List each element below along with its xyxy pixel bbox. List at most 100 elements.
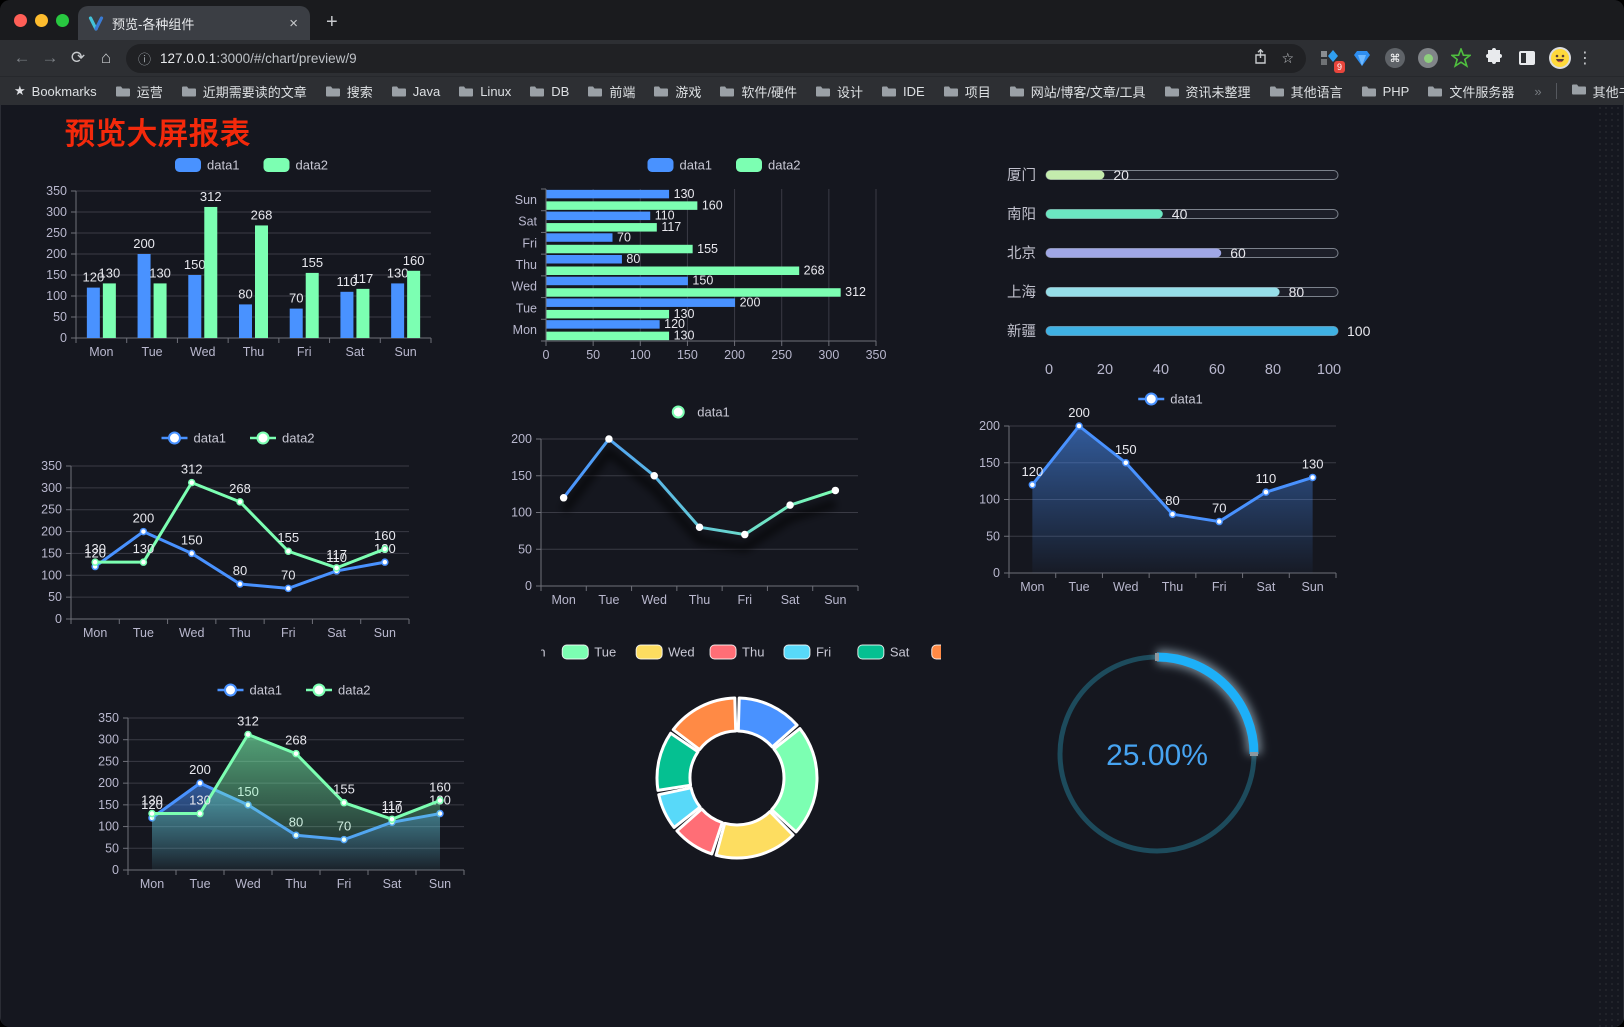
svg-text:data1: data1 bbox=[250, 683, 283, 698]
bookmark-item[interactable]: 文件服务器 bbox=[1427, 82, 1514, 101]
chart-donut[interactable]: Mon Tue Wed Thu Fri Sat Sun bbox=[487, 636, 987, 886]
svg-text:150: 150 bbox=[98, 798, 119, 812]
bookmark-item[interactable]: Linux bbox=[458, 84, 511, 99]
close-window-button[interactable] bbox=[14, 14, 27, 27]
pie-slice-Mon[interactable] bbox=[736, 696, 799, 749]
browser-tab[interactable]: 预览-各种组件 × bbox=[78, 6, 310, 40]
svg-text:120: 120 bbox=[84, 546, 106, 561]
bookmark-item[interactable]: Java bbox=[391, 84, 440, 99]
legend-item[interactable]: Fri bbox=[783, 644, 831, 660]
other-bookmarks[interactable]: 其他书签 bbox=[1571, 82, 1624, 101]
bookmark-item[interactable]: 软件/硬件 bbox=[719, 82, 797, 101]
back-button[interactable]: ← bbox=[13, 48, 31, 67]
bookmark-item[interactable]: 设计 bbox=[815, 82, 863, 101]
bookmark-item[interactable]: 前端 bbox=[587, 82, 635, 101]
legend-item[interactable]: data2 bbox=[250, 431, 315, 446]
hbar-data1 bbox=[546, 298, 736, 307]
svg-text:200: 200 bbox=[41, 525, 62, 539]
legend-item[interactable]: data1 bbox=[175, 158, 240, 173]
green-star-extension-icon[interactable] bbox=[1450, 47, 1472, 69]
command-extension-icon[interactable]: ⌘ bbox=[1384, 47, 1406, 69]
legend-item[interactable]: Wed bbox=[635, 644, 695, 660]
new-tab-button[interactable]: + bbox=[326, 11, 338, 33]
bookmark-item[interactable]: 其他语言 bbox=[1269, 82, 1343, 101]
zoom-window-button[interactable] bbox=[56, 14, 69, 27]
svg-text:130: 130 bbox=[84, 541, 106, 556]
folder-icon bbox=[1571, 83, 1587, 99]
chart-canvas: 0 50 100 150 200 Mon Tue Wed Thu Fri Sat Sun data1 bbox=[511, 405, 859, 607]
chart-gradient-line[interactable]: 0 50 100 150 200 Mon Tue Wed Thu Fri Sat Sun data1 bbox=[506, 401, 896, 613]
bookmark-item[interactable]: 项目 bbox=[943, 82, 991, 101]
svg-text:100: 100 bbox=[1347, 323, 1371, 339]
pie-slice-Tue[interactable] bbox=[770, 727, 819, 834]
extension-blocker-icon[interactable]: 9 bbox=[1318, 47, 1345, 73]
legend-item[interactable]: data2 bbox=[306, 683, 371, 698]
bookmark-item[interactable]: 资讯未整理 bbox=[1164, 82, 1251, 101]
record-extension-icon[interactable] bbox=[1417, 47, 1439, 69]
gem-extension-icon[interactable] bbox=[1351, 47, 1373, 69]
svg-text:data1: data1 bbox=[697, 405, 730, 420]
bookmark-item[interactable]: IDE bbox=[881, 84, 925, 99]
chart-gauge[interactable]: 25.00% bbox=[1041, 641, 1281, 871]
bookmarks-root[interactable]: ★ Bookmarks bbox=[14, 83, 97, 99]
bookmark-item[interactable]: 网站/博客/文章/工具 bbox=[1009, 82, 1146, 101]
address-bar[interactable]: ⓘ 127.0.0.1 :3000/#/chart/preview/9 ☆ bbox=[126, 43, 1306, 73]
chart-area-multi[interactable]: 0 50 100 150 200 250 300 350 Mon Tue Wed Thu Fri Sat S… bbox=[96, 676, 496, 891]
site-info-icon[interactable]: ⓘ bbox=[138, 51, 152, 67]
home-button[interactable]: ⌂ bbox=[100, 48, 112, 67]
bookmarks-overflow-icon[interactable]: » bbox=[1534, 83, 1542, 99]
share-icon[interactable] bbox=[1254, 48, 1267, 67]
bookmark-item[interactable]: 运营 bbox=[115, 82, 163, 101]
legend-item[interactable]: data2 bbox=[736, 158, 801, 173]
reload-button[interactable]: ⟳ bbox=[70, 48, 86, 67]
svg-text:100: 100 bbox=[979, 493, 1000, 507]
url-path: :3000/#/chart/preview/9 bbox=[216, 50, 357, 66]
pie-slice-Thu[interactable] bbox=[675, 807, 724, 856]
bar-data1 bbox=[188, 275, 202, 338]
chart-horizontal-bar[interactable]: 0 50 100 150 200 250 300 350 Mon 120 130 Tue 200 130 W… bbox=[501, 151, 901, 366]
pie-slice-Sun[interactable] bbox=[671, 696, 738, 752]
svg-text:Tue: Tue bbox=[516, 301, 537, 315]
legend-item[interactable]: data1 bbox=[1138, 392, 1203, 407]
bookmark-star-icon[interactable]: ☆ bbox=[1281, 49, 1294, 66]
browser-menu-icon[interactable]: ⋮ bbox=[1577, 50, 1594, 67]
bookmark-item[interactable]: 游戏 bbox=[653, 82, 701, 101]
minimize-window-button[interactable] bbox=[35, 14, 48, 27]
bookmark-item[interactable]: PHP bbox=[1361, 84, 1409, 99]
legend-item[interactable]: data2 bbox=[263, 158, 329, 173]
legend-item[interactable]: Sun bbox=[931, 644, 987, 660]
chart-progress-bars[interactable]: 厦门 20 南阳 40 北京 60 上海 80 新疆 100 0 20 40 60 80 100 bbox=[961, 151, 1381, 391]
svg-text:300: 300 bbox=[41, 481, 62, 495]
progress-fill bbox=[1046, 209, 1163, 219]
chart-grouped-bar[interactable]: 0 50 100 150 200 250 300 350 Mon Tue Wed Thu Fri Sat S… bbox=[41, 151, 441, 366]
pie-slice-Sat[interactable] bbox=[655, 731, 700, 792]
svg-text:data2: data2 bbox=[296, 158, 329, 173]
legend-item[interactable]: Thu bbox=[709, 644, 764, 660]
bookmark-item[interactable]: DB bbox=[529, 84, 569, 99]
side-panel-icon[interactable] bbox=[1516, 47, 1538, 69]
legend-item[interactable]: data1 bbox=[647, 158, 713, 173]
svg-text:Thu: Thu bbox=[742, 645, 764, 660]
svg-text:Sun: Sun bbox=[429, 877, 451, 891]
chart-area-single[interactable]: 0 50 100 150 200 Mon Tue Wed Thu Fri Sat Sun 120 200 1… bbox=[976, 389, 1376, 601]
legend-item[interactable]: Sat bbox=[857, 644, 910, 660]
bar-data1 bbox=[289, 308, 303, 338]
legend-item[interactable]: data1 bbox=[217, 683, 283, 698]
svg-text:25.00%: 25.00% bbox=[1106, 739, 1208, 772]
legend-item[interactable]: Mon bbox=[487, 644, 546, 660]
chart-multi-line[interactable]: 0 50 100 150 200 250 300 350 Mon Tue Wed Thu Fri Sat S… bbox=[41, 426, 441, 641]
bookmark-item[interactable]: 搜索 bbox=[325, 82, 373, 101]
forward-button[interactable]: → bbox=[41, 48, 59, 67]
progress-fill bbox=[1046, 287, 1280, 297]
chart-canvas: 0 50 100 150 200 250 300 350 Mon Tue Wed Thu Fri Sat S… bbox=[46, 158, 432, 359]
legend-item[interactable]: Tue bbox=[561, 644, 616, 660]
bookmark-item[interactable]: 近期需要读的文章 bbox=[181, 82, 307, 101]
extensions-puzzle-icon[interactable] bbox=[1483, 47, 1505, 69]
pie-slice-Wed[interactable] bbox=[714, 810, 795, 860]
tab-close-icon[interactable]: × bbox=[289, 14, 298, 32]
pie-slice-Fri[interactable] bbox=[657, 786, 702, 829]
profile-avatar[interactable] bbox=[1549, 47, 1571, 69]
legend-item[interactable]: data1 bbox=[665, 405, 730, 420]
svg-text:150: 150 bbox=[46, 268, 67, 282]
legend-item[interactable]: data1 bbox=[161, 431, 227, 446]
